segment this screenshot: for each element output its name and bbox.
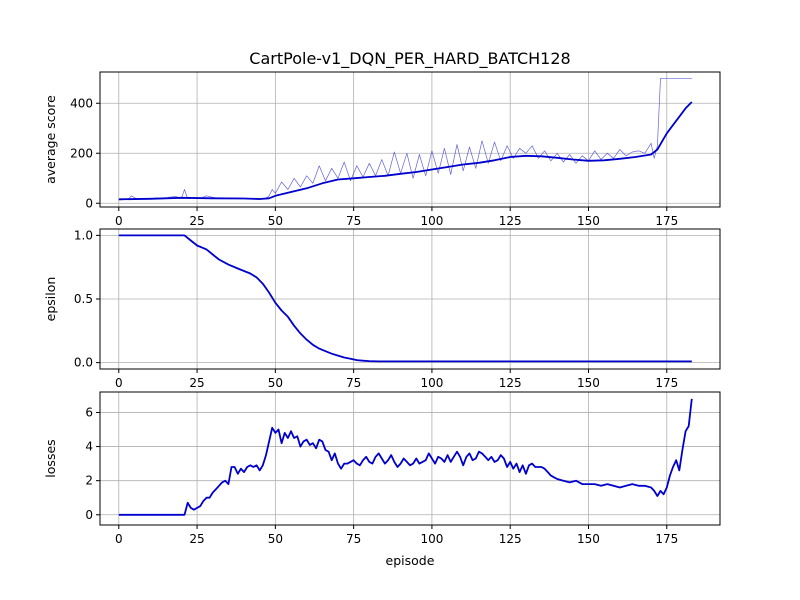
x-tick-label: 75 [346,214,361,228]
x-tick-label: 175 [655,532,678,546]
score-subplot: 0 25 50 75 100 125 150 175 0 200 400 average score [43,71,721,228]
y-tick-label: 1.0 [74,228,93,242]
x-tick-label: 150 [577,532,600,546]
x-tick-label: 125 [499,214,522,228]
y-axis-label: average score [43,95,58,184]
y-tick-label: 0 [85,196,93,210]
y-tick-label: 6 [85,405,93,419]
x-tick-label: 25 [189,214,204,228]
y-tick-label: 4 [85,440,93,454]
x-axis-label: episode [386,553,435,568]
x-tick-label: 125 [499,376,522,390]
average-score-line [118,101,693,201]
losses-subplot: 0 25 50 75 100 125 150 175 0 2 4 6 losses episode [43,391,721,568]
x-tick-label: 175 [655,214,678,228]
y-axis-label: epsilon [43,277,58,322]
x-tick-label: 50 [268,532,283,546]
x-tick-label: 100 [420,376,443,390]
x-tick-label: 75 [346,376,361,390]
losses-line [118,398,693,516]
y-tick-label: 0.0 [74,356,93,370]
x-tick-label: 25 [189,376,204,390]
x-tick-label: 75 [346,532,361,546]
x-tick-label: 100 [420,214,443,228]
x-tick-label: 0 [115,214,123,228]
epsilon-subplot: 0 25 50 75 100 125 150 175 0.0 0.5 1.0 epsilon [43,228,721,390]
axes-frame [99,71,721,208]
x-tick-label: 150 [577,214,600,228]
x-tick-label: 150 [577,376,600,390]
x-tick-label: 100 [420,532,443,546]
y-tick-label: 0.5 [74,292,93,306]
y-tick-label: 200 [70,146,93,160]
x-tick-label: 0 [115,376,123,390]
x-tick-label: 175 [655,376,678,390]
x-tick-label: 50 [268,376,283,390]
y-tick-label: 2 [85,474,93,488]
chart-title: CartPole-v1_DQN_PER_HARD_BATCH128 [249,49,570,69]
x-tick-label: 0 [115,532,123,546]
y-axis-label: losses [43,439,58,477]
x-tick-label: 25 [189,532,204,546]
y-tick-label: 0 [85,508,93,522]
x-tick-label: 125 [499,532,522,546]
epsilon-line [118,234,692,363]
x-tick-label: 50 [268,214,283,228]
axes-frame [99,391,721,526]
y-tick-label: 400 [70,96,93,110]
